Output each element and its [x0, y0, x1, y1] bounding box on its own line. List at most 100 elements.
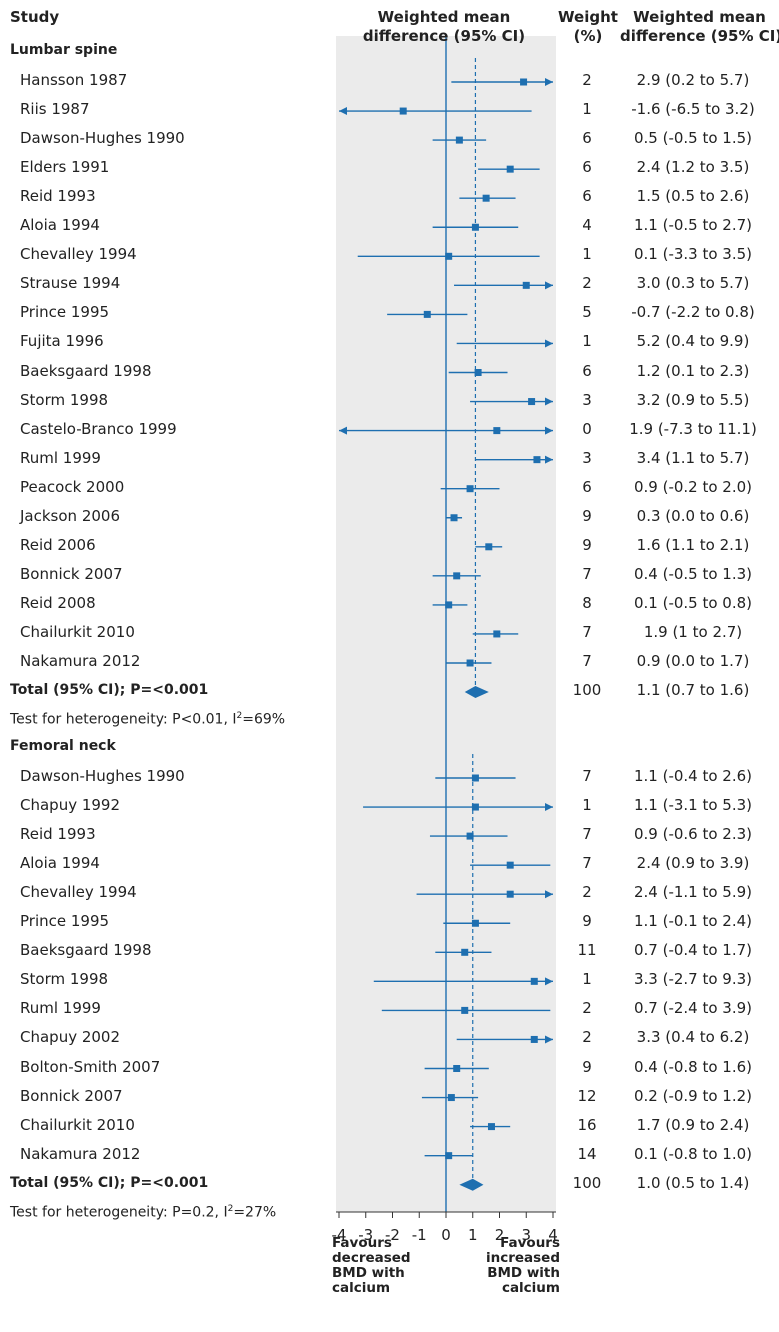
favours-left-label: Favours decreased BMD with calcium — [332, 1235, 411, 1296]
study-name: Chevalley 1994 — [20, 245, 137, 264]
study-weight: 3 — [582, 448, 592, 467]
heterogeneity-text: Test for heterogeneity: P<0.01, I — [10, 711, 237, 728]
study-name: Storm 1998 — [20, 970, 109, 989]
study-name: Dawson-Hughes 1990 — [20, 129, 185, 148]
study-point-estimate — [461, 1006, 469, 1014]
study-ci: 3.2 (0.9 to 5.5) — [636, 390, 750, 409]
study-point-estimate — [445, 601, 453, 609]
study-weight: 16 — [577, 1115, 597, 1134]
study-ci: 1.1 (-3.1 to 5.3) — [633, 796, 753, 815]
study-weight: 6 — [582, 158, 592, 177]
study-weight: 9 — [582, 912, 592, 931]
study-point-estimate — [450, 514, 458, 522]
study-point-estimate — [487, 1123, 495, 1131]
study-ci: 1.1 (-0.4 to 2.6) — [633, 767, 753, 785]
study-name: Chailurkit 2010 — [20, 1115, 135, 1134]
x-tick-label: -3 — [358, 1226, 373, 1244]
study-ci: 0.1 (-0.5 to 0.8) — [633, 593, 753, 612]
study-ci: -0.7 (-2.2 to 0.8) — [631, 303, 755, 322]
study-ci: 0.2 (-0.9 to 1.2) — [633, 1086, 753, 1105]
study-weight: 8 — [582, 593, 592, 612]
ci-column-header-line1: Weighted mean — [633, 8, 766, 26]
study-name: Reid 1993 — [20, 187, 96, 206]
study-point-estimate — [453, 572, 461, 580]
lumbar-spine-total-label: Total (95% CI); P=<0.001 — [10, 682, 209, 699]
study-weight: 12 — [577, 1086, 597, 1105]
study-name: Jackson 2006 — [20, 506, 120, 525]
study-arrow-right — [545, 397, 553, 406]
study-ci: 0.9 (0.0 to 1.7) — [636, 652, 750, 670]
study-ci: 2.4 (0.9 to 3.9) — [636, 854, 750, 873]
study-ci: 2.4 (-1.1 to 5.9) — [633, 883, 753, 902]
study-weight: 9 — [582, 506, 592, 525]
study-ci: 0.9 (-0.6 to 2.3) — [633, 825, 753, 844]
study-name: Nakamura 2012 — [20, 1144, 141, 1163]
heterogeneity-value: =27% — [233, 1204, 277, 1221]
study-point-estimate — [474, 369, 482, 376]
study-weight: 3 — [582, 390, 592, 409]
study-ci: 0.9 (-0.2 to 2.0) — [633, 477, 753, 496]
study-point-estimate — [506, 165, 514, 173]
study-point-estimate — [466, 659, 474, 667]
study-point-estimate — [461, 948, 469, 956]
study-point-estimate — [530, 1035, 538, 1043]
study-weight: 9 — [582, 1057, 592, 1076]
study-name: Ruml 1999 — [20, 999, 101, 1018]
weight-column-header-line1: Weight — [558, 8, 618, 26]
study-name: Dawson-Hughes 1990 — [20, 767, 185, 785]
femoral-neck-total-label: Total (95% CI); P=<0.001 — [10, 1174, 209, 1191]
study-ci: 0.7 (-2.4 to 3.9) — [633, 999, 753, 1018]
weight-column-header-line2: (%) — [573, 27, 603, 45]
study-name: Riis 1987 — [20, 100, 90, 119]
femoral-neck-heterogeneity: Test for heterogeneity: P=0.2, I2=27% — [10, 1204, 276, 1221]
heterogeneity-text: Test for heterogeneity: P=0.2, I — [10, 1204, 228, 1221]
study-name: Strause 1994 — [20, 274, 121, 293]
x-tick-label: 4 — [548, 1226, 558, 1244]
study-point-estimate — [522, 281, 530, 289]
study-name: Reid 2008 — [20, 593, 96, 612]
study-point-estimate — [466, 832, 474, 840]
study-name: Reid 2006 — [20, 535, 96, 554]
study-point-estimate — [530, 977, 538, 985]
study-arrow-right — [545, 281, 553, 290]
study-weight: 7 — [582, 854, 592, 873]
study-weight: 1 — [582, 796, 592, 815]
study-arrow-right — [545, 455, 553, 464]
study-ci: 2.9 (0.2 to 5.7) — [636, 71, 750, 89]
study-weight: 2 — [582, 999, 592, 1018]
study-ci: 1.7 (0.9 to 2.4) — [636, 1115, 750, 1134]
lumbar-spine-heterogeneity: Test for heterogeneity: P<0.01, I2=69% — [10, 711, 285, 728]
study-name: Chapuy 1992 — [20, 796, 121, 815]
study-name: Prince 1995 — [20, 912, 110, 931]
study-ci: 3.3 (0.4 to 6.2) — [636, 1028, 750, 1047]
study-ci: 1.6 (1.1 to 2.1) — [636, 535, 750, 554]
study-ci: 3.4 (1.1 to 5.7) — [636, 448, 750, 467]
study-weight: 2 — [582, 274, 592, 293]
study-weight: 1 — [582, 245, 592, 264]
study-ci: 3.3 (-2.7 to 9.3) — [633, 970, 753, 989]
study-point-estimate — [506, 890, 514, 898]
heterogeneity-value: =69% — [242, 711, 286, 728]
study-weight: 1 — [582, 332, 592, 351]
study-arrow-right — [545, 803, 553, 812]
x-tick-label: -2 — [385, 1226, 400, 1244]
study-column-header: Study — [10, 8, 60, 26]
study-ci: 0.4 (-0.5 to 1.3) — [633, 564, 753, 583]
study-name: Storm 1998 — [20, 390, 109, 409]
study-ci: 0.7 (-0.4 to 1.7) — [633, 941, 753, 960]
heterogeneity-superscript: 2 — [227, 1203, 234, 1214]
study-weight: 7 — [582, 652, 592, 670]
study-ci: 0.5 (-0.5 to 1.5) — [633, 129, 753, 148]
study-ci: 0.4 (-0.8 to 1.6) — [633, 1057, 753, 1076]
study-weight: 6 — [582, 129, 592, 148]
study-name: Baeksgaard 1998 — [20, 941, 152, 960]
study-weight: 1 — [582, 100, 592, 119]
study-weight: 7 — [582, 564, 592, 583]
study-ci: 2.4 (1.2 to 3.5) — [636, 158, 750, 177]
study-arrow-left — [339, 107, 347, 116]
femoral-neck-total-weight: 100 — [572, 1173, 602, 1192]
study-weight: 14 — [577, 1144, 597, 1163]
study-arrow-right — [545, 890, 553, 899]
study-point-estimate — [466, 485, 474, 493]
x-tick-label: -1 — [412, 1226, 427, 1244]
